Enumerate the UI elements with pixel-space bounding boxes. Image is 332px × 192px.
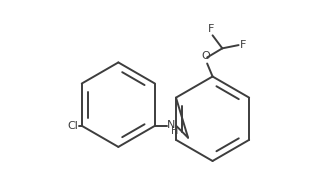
Text: N: N xyxy=(167,120,176,130)
Text: Cl: Cl xyxy=(68,121,79,131)
Text: F: F xyxy=(208,24,215,34)
Text: F: F xyxy=(240,40,246,50)
Text: O: O xyxy=(202,51,210,61)
Text: H: H xyxy=(171,126,178,136)
